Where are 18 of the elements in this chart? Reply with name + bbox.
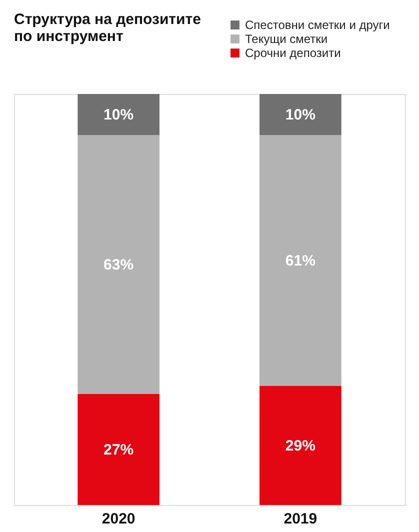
data-label: 29% <box>285 437 316 454</box>
x-tick-label: 2019 <box>284 510 318 528</box>
legend-label: Срочни депозити <box>245 46 341 60</box>
data-label: 63% <box>104 256 134 274</box>
bar <box>260 386 342 505</box>
data-label: 27% <box>104 442 134 459</box>
legend-label: Текущи сметки <box>245 32 328 46</box>
bar <box>78 135 160 394</box>
data-label: 10% <box>285 106 316 124</box>
legend-label: Спестовни сметки и други <box>245 18 390 32</box>
bar <box>260 94 342 136</box>
bar <box>78 94 160 136</box>
data-label: 10% <box>104 106 134 124</box>
x-tick-label: 2020 <box>102 510 136 528</box>
bar <box>260 135 342 386</box>
bar <box>78 394 160 505</box>
data-label: 61% <box>285 252 316 270</box>
chart-title: Структура на депозитите по инструмент <box>14 11 201 45</box>
